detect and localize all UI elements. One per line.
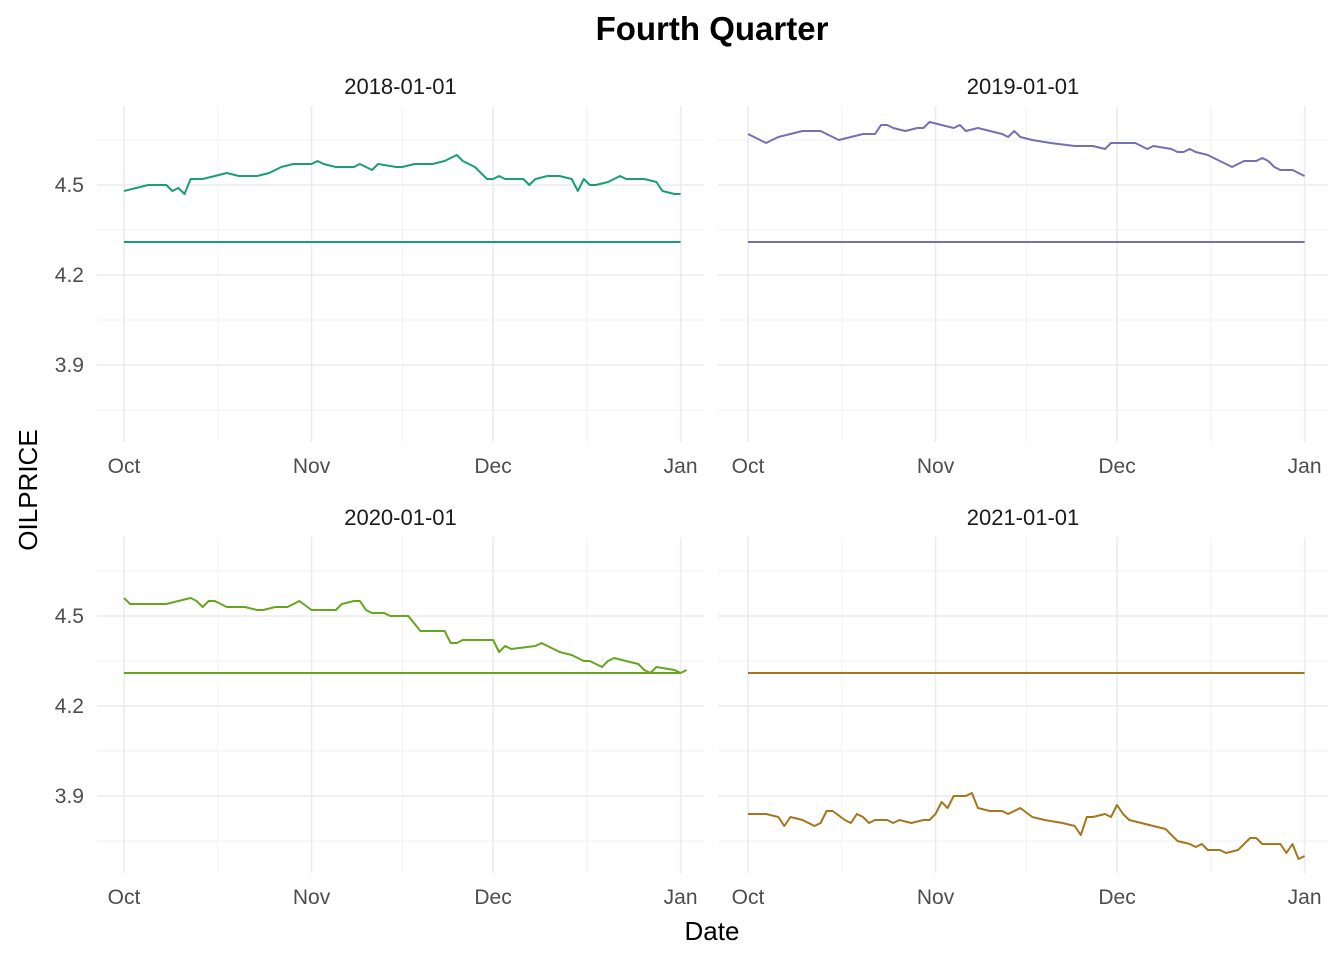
y-tick-label: 3.9	[55, 785, 84, 808]
panel-2021-01-01: 2021-01-01 Oct Nov Dec Jan	[718, 505, 1328, 909]
x-tick-label: Dec	[474, 455, 511, 478]
x-tick-label: Jan	[664, 886, 698, 909]
series-line	[748, 792, 1306, 860]
facet-strip-label: 2018-01-01	[344, 74, 457, 99]
facet-panels: 2018-01-01 Oct Nov Dec Jan 3.9 4.2 4.5 2019-01-0…	[55, 74, 1328, 909]
panel-2019-01-01: 2019-01-01 Oct Nov Dec Jan	[718, 74, 1328, 478]
x-tick-label: Dec	[474, 886, 511, 909]
x-tick-label: Nov	[917, 886, 955, 909]
facet-strip-label: 2020-01-01	[344, 505, 457, 530]
y-tick-label: 3.9	[55, 354, 84, 377]
y-tick-label: 4.2	[55, 264, 84, 287]
x-tick-label: Dec	[1098, 455, 1135, 478]
facet-strip-label: 2021-01-01	[967, 505, 1080, 530]
x-tick-label: Jan	[664, 455, 698, 478]
x-tick-label: Nov	[917, 455, 955, 478]
panel-2018-01-01: 2018-01-01 Oct Nov Dec Jan 3.9 4.2 4.5	[55, 74, 704, 478]
series-line	[123, 597, 688, 674]
x-tick-label: Nov	[293, 455, 331, 478]
series-line	[747, 121, 1306, 177]
x-tick-label: Oct	[108, 886, 141, 909]
series-line	[123, 154, 681, 195]
x-tick-label: Oct	[732, 455, 765, 478]
x-tick-label: Jan	[1288, 886, 1322, 909]
x-tick-label: Dec	[1098, 886, 1135, 909]
y-tick-label: 4.2	[55, 695, 84, 718]
x-tick-label: Oct	[732, 886, 765, 909]
x-tick-label: Jan	[1288, 455, 1322, 478]
x-tick-label: Oct	[108, 455, 141, 478]
facet-strip-label: 2019-01-01	[967, 74, 1080, 99]
y-tick-label: 4.5	[55, 174, 84, 197]
panel-2020-01-01: 2020-01-01 Oct Nov Dec Jan 3.9 4.2 4.5	[55, 505, 704, 909]
x-axis-title: Date	[685, 916, 740, 946]
y-tick-label: 4.5	[55, 605, 84, 628]
chart-title: Fourth Quarter	[596, 10, 829, 47]
y-axis-title: OILPRICE	[13, 429, 43, 550]
x-tick-label: Nov	[293, 886, 331, 909]
